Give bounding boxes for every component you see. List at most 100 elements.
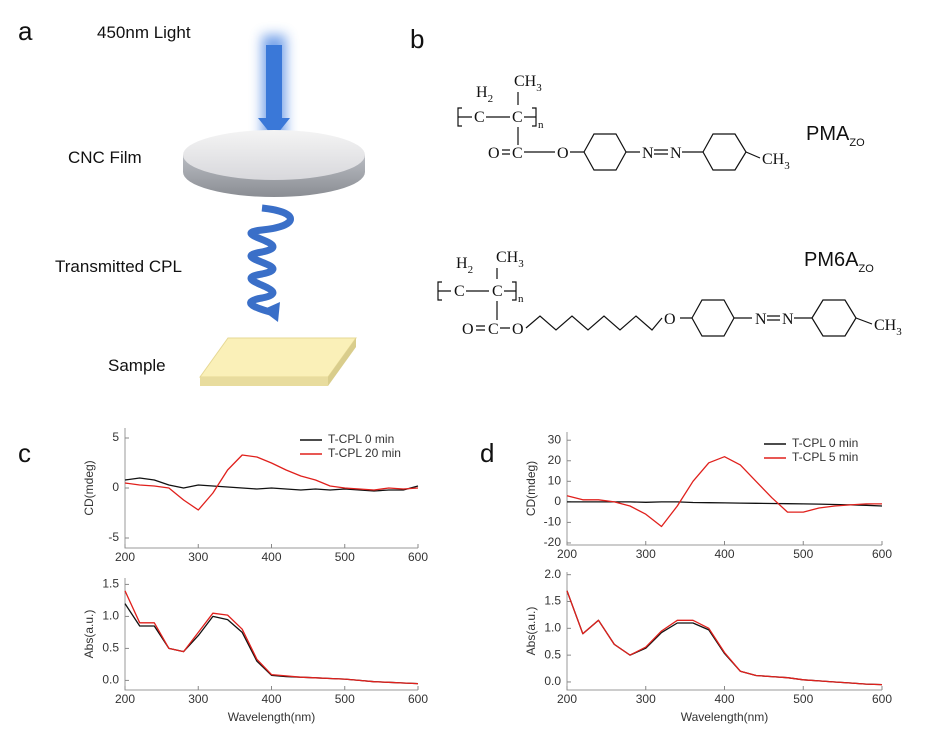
film: [183, 130, 365, 180]
y-axis-label: CD(mdeg): [82, 460, 96, 515]
atom: CH3: [874, 317, 902, 338]
x-tick-label: 200: [557, 692, 577, 706]
y-axis-label: Abs(a.u.): [524, 607, 538, 656]
legend-label: T-CPL 0 min: [328, 432, 394, 446]
panel-label: c: [18, 438, 31, 468]
y-tick-label: 0.0: [544, 674, 561, 688]
data-line: [124, 603, 419, 685]
y-tick-label: 1.5: [102, 577, 119, 591]
y-tick-label: -5: [108, 530, 119, 544]
y-tick-label: 0: [112, 480, 119, 494]
x-tick-label: 300: [188, 692, 208, 706]
atom: N: [782, 311, 794, 328]
legend-label: T-CPL 5 min: [792, 450, 858, 464]
sample-label: Sample: [108, 356, 166, 375]
light-arrow: [258, 45, 290, 138]
chart: -5 0 5 200 300 400 500 600 CD(mdeg) T-CPL 0 minT-…: [82, 428, 428, 564]
atom: C: [512, 145, 523, 162]
chart: -20 -10 0 10 20 30 200 300 400 500 600 CD(mdeg) T-CP…: [524, 432, 892, 561]
y-tick-label: -20: [544, 535, 562, 549]
y-tick-label: 1.0: [544, 620, 561, 634]
y-tick-label: 0.0: [102, 673, 119, 687]
data-line: [124, 454, 419, 511]
x-tick-label: 200: [557, 547, 577, 561]
bonds: [437, 268, 873, 331]
atom: C: [474, 109, 485, 126]
y-tick-label: 0: [554, 494, 561, 508]
data-line: [566, 590, 883, 686]
ring: [691, 299, 735, 337]
chart: 0.0 0.5 1.0 1.5 2.0 200 300 400 500 600 Abs(a.u.) W…: [524, 567, 892, 724]
atom: N: [670, 145, 682, 162]
x-tick-label: 300: [188, 550, 208, 564]
x-tick-label: 500: [335, 550, 355, 564]
data-line: [567, 501, 883, 507]
atom: O: [488, 145, 500, 162]
axes: [566, 572, 882, 691]
y-tick-label: 20: [548, 453, 562, 467]
atom: CH3: [514, 73, 542, 94]
atom: O: [512, 321, 524, 338]
x-tick-label: 200: [115, 692, 135, 706]
atom: H2: [476, 84, 493, 105]
x-tick-label: 400: [714, 547, 734, 561]
y-axis-label: CD(mdeg): [524, 461, 538, 516]
atom: O: [557, 145, 569, 162]
atom: CH3: [496, 249, 524, 270]
axes: [124, 578, 418, 691]
bonds: [457, 92, 761, 159]
y-tick-label: 2.0: [544, 567, 561, 581]
ring: [702, 133, 747, 171]
structures: b H2 CH3 C C n O C O N N CH3 PMAZO H2 CH…: [410, 24, 902, 338]
x-tick-label: 600: [872, 547, 892, 561]
ring: [583, 133, 627, 171]
x-tick-label: 300: [636, 692, 656, 706]
structure: H2 CH3 C C n O C O N N CH3 PMAZO: [457, 73, 865, 172]
x-tick-label: 300: [636, 547, 656, 561]
x-tick-label: 600: [408, 692, 428, 706]
polymer-name: PMAZO: [806, 123, 865, 149]
cpl-spiral: [247, 204, 294, 318]
atom: H2: [456, 255, 473, 276]
x-tick-label: 600: [408, 550, 428, 564]
atom: C: [454, 283, 465, 300]
atom: C: [512, 109, 523, 126]
y-tick-label: -10: [544, 515, 562, 529]
y-tick-label: 1.5: [544, 594, 561, 608]
data-line: [124, 590, 419, 685]
legend-label: T-CPL 20 min: [328, 446, 401, 460]
x-tick-label: 500: [793, 692, 813, 706]
x-tick-label: 400: [714, 692, 734, 706]
data-line: [566, 456, 882, 528]
y-tick-label: 0.5: [544, 647, 561, 661]
polymer-name: PM6AZO: [804, 249, 874, 275]
y-axis-label: Abs(a.u.): [82, 610, 96, 659]
legend-label: T-CPL 0 min: [792, 436, 858, 450]
atom: N: [642, 145, 654, 162]
atom: O: [462, 321, 474, 338]
atom: CH3: [762, 151, 790, 172]
data-line: [124, 477, 419, 492]
ring: [811, 299, 857, 337]
y-tick-label: 5: [112, 430, 119, 444]
x-tick-label: 200: [115, 550, 135, 564]
chart: 0.0 0.5 1.0 1.5 200 300 400 500 600 Abs(a.u.) Wave…: [82, 577, 428, 725]
panel-label: d: [480, 438, 494, 468]
atom: C: [488, 321, 499, 338]
x-tick-label: 400: [261, 550, 281, 564]
atom: O: [664, 311, 676, 328]
atom: n: [538, 119, 544, 131]
data-line: [566, 590, 883, 686]
atom: C: [492, 283, 503, 300]
x-tick-label: 600: [872, 692, 892, 706]
y-tick-label: 1.0: [102, 609, 119, 623]
atom: n: [518, 293, 524, 305]
panel-label: b: [410, 24, 424, 54]
structure: H2 CH3 C C n O C O O N N CH3 PM6AZO: [437, 249, 902, 338]
atom: N: [755, 311, 767, 328]
film-label: CNC Film: [68, 148, 142, 167]
x-tick-label: 500: [335, 692, 355, 706]
panel-label: a: [18, 16, 33, 46]
